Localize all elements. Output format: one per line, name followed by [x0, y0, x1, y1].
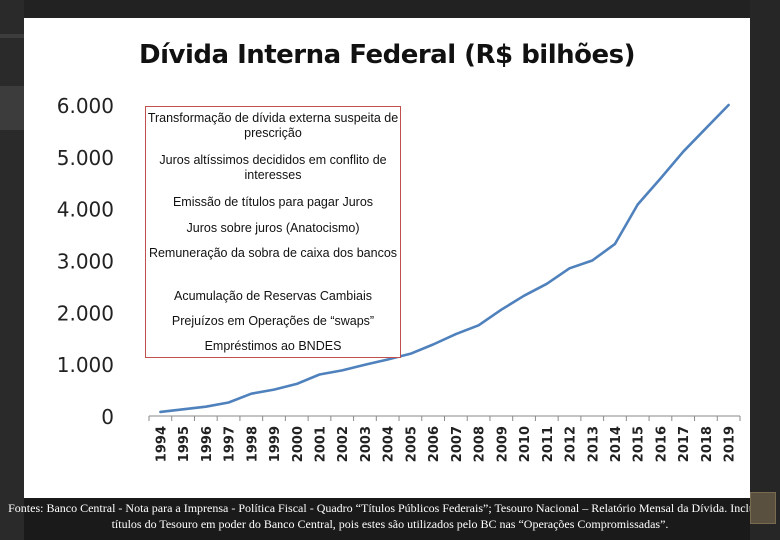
- x-tick-label: 1999: [268, 426, 283, 462]
- x-tick-label: 2008: [473, 426, 488, 462]
- left-frame-band: [0, 34, 24, 38]
- x-tick-label: 1996: [200, 426, 215, 462]
- y-tick-label: 5.000: [57, 146, 114, 170]
- left-frame-bar: [0, 0, 24, 540]
- y-tick-label: 6.000: [57, 94, 114, 118]
- annotation-item: Acumulação de Reservas Cambiais: [173, 289, 372, 303]
- annotation-item: Transformação de dívida externa suspeita…: [147, 111, 399, 140]
- x-tick-label: 2000: [291, 426, 306, 462]
- source-note: Fontes: Banco Central - Nota para a Impr…: [8, 501, 772, 531]
- line-chart: 0 1.000 2.000 3.000 4.000 5.000 6.000 1994 1995 1…: [57, 94, 741, 462]
- x-tick-label: 1998: [245, 426, 260, 462]
- x-tick-label: 2003: [359, 426, 374, 462]
- y-tick-label: 2.000: [57, 301, 114, 325]
- annotation-box: Transformação de dívida externa suspeita…: [145, 106, 401, 358]
- annotation-item: Emissão de títulos para pagar Juros: [172, 195, 374, 209]
- chart-panel: Dívida Interna Federal (R$ bilhões) 0 1.0…: [24, 18, 750, 498]
- x-tick-label: 2019: [723, 426, 738, 462]
- annotation-item: Prejuízos em Operações de “swaps”: [171, 314, 375, 328]
- x-tick-label: 2005: [404, 426, 419, 462]
- y-tick-label: 4.000: [57, 198, 114, 222]
- annotation-item: Juros sobre juros (Anatocismo): [186, 221, 360, 235]
- x-tick-label: 2018: [700, 426, 715, 462]
- y-tick-label: 3.000: [57, 250, 114, 274]
- x-tick-label: 2001: [313, 426, 328, 462]
- left-frame-band: [0, 86, 24, 130]
- x-tick-label: 1994: [154, 426, 169, 462]
- chart-title: Dívida Interna Federal (R$ bilhões): [139, 40, 636, 70]
- x-tick-label: 2004: [382, 426, 397, 462]
- x-tick-label: 2017: [677, 426, 692, 462]
- x-tick-label: 2006: [427, 426, 442, 462]
- annotation-item: Empréstimos ao BNDES: [204, 339, 342, 353]
- annotation-item: Remuneração da sobra de caixa dos bancos: [148, 246, 398, 260]
- x-tick-label: 2002: [336, 426, 351, 462]
- x-tick-label: 1997: [223, 426, 238, 462]
- x-tick-label: 2016: [654, 426, 669, 462]
- y-tick-label: 1.000: [57, 353, 114, 377]
- x-tick-label: 2011: [541, 426, 556, 462]
- series-line: [159, 103, 730, 414]
- x-tick-label: 1995: [177, 426, 192, 462]
- x-tick-label: 2009: [495, 426, 510, 462]
- y-tick-label: 0: [101, 405, 114, 429]
- x-tick-label: 2010: [518, 426, 533, 462]
- right-frame-bar: [750, 0, 780, 540]
- x-tick-label: 2012: [564, 426, 579, 462]
- x-tick-label: 2014: [609, 426, 624, 462]
- annotation-item: Juros altíssimos decididos em conflito d…: [159, 153, 387, 182]
- x-tick-label: 2007: [450, 426, 465, 462]
- x-tick-label: 2015: [632, 426, 647, 462]
- x-tick-label: 2013: [586, 426, 601, 462]
- top-frame-bar: [0, 0, 780, 18]
- corner-logo: [750, 492, 776, 524]
